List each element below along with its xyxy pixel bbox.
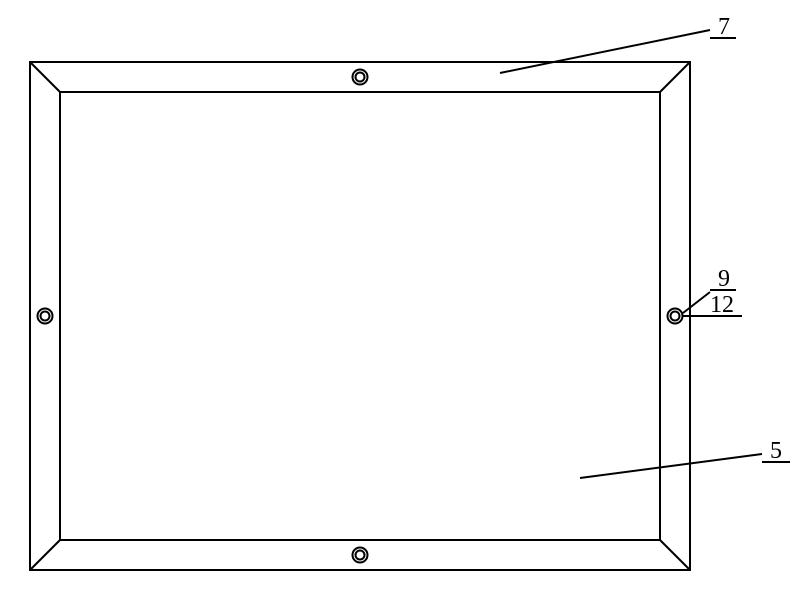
label-leader-5 <box>580 454 762 478</box>
holes-group <box>38 70 683 563</box>
frame-miter-2 <box>30 540 60 570</box>
frame-inner-rect <box>60 92 660 540</box>
label-callout-7: 7 <box>500 14 736 73</box>
hole-right <box>668 309 683 324</box>
frame-miter-3 <box>660 540 690 570</box>
label-text-9: 9 <box>718 266 730 292</box>
label-text-5: 5 <box>770 438 782 464</box>
labels-group: 7 912 5 <box>500 14 790 478</box>
hole-top <box>353 70 368 85</box>
hole-inner-bottom <box>356 551 365 560</box>
hole-inner-left <box>41 312 50 321</box>
label-text-7: 7 <box>718 14 730 40</box>
label-leader-7 <box>500 30 710 73</box>
label-text-12: 12 <box>710 292 734 318</box>
hole-inner-top <box>356 73 365 82</box>
frame-outer-rect <box>30 62 690 570</box>
frame-miter-1 <box>660 62 690 92</box>
label-leader-9 <box>683 292 710 313</box>
frame-beveled <box>30 62 690 570</box>
frame-miter-0 <box>30 62 60 92</box>
hole-bottom <box>353 548 368 563</box>
label-callout-5: 5 <box>580 438 790 478</box>
hole-inner-right <box>671 312 680 321</box>
hole-left <box>38 309 53 324</box>
